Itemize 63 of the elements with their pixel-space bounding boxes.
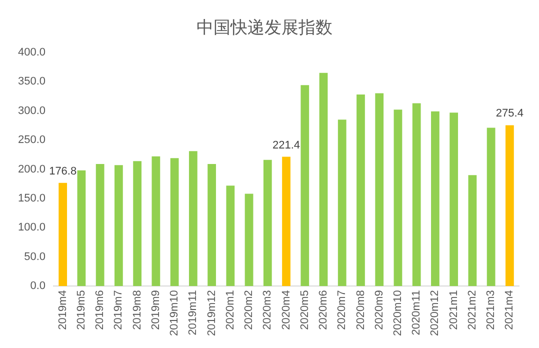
- y-tick-label: 400.0: [18, 46, 46, 58]
- bar: [77, 170, 86, 286]
- x-tick-label: 2020m5: [298, 290, 311, 330]
- y-tick-label: 150.0: [18, 192, 46, 205]
- bar: [263, 160, 272, 286]
- chart-title: 中国快递发展指数: [196, 18, 332, 37]
- bar: [300, 85, 310, 286]
- y-tick-label: 100.0: [18, 222, 46, 234]
- bar: [506, 125, 514, 286]
- bar: [208, 164, 216, 286]
- bar: [188, 151, 198, 286]
- bar: [152, 156, 160, 286]
- x-tick-label: 2019m5: [75, 290, 88, 330]
- y-tick-label: 50.0: [24, 250, 46, 263]
- x-tick-label: 2019m10: [168, 290, 181, 336]
- y-tick-label: 200.0: [18, 163, 46, 176]
- x-tick-label: 2019m6: [94, 290, 106, 330]
- data-label: 176.8: [49, 165, 77, 178]
- bar: [356, 94, 365, 286]
- x-tick-label: 2019m12: [206, 290, 218, 336]
- x-tick-label: 2020m8: [354, 290, 367, 330]
- y-tick-label: 350.0: [18, 76, 46, 88]
- x-tick-label: 2020m9: [373, 290, 386, 330]
- x-tick-label: 2019m4: [56, 290, 69, 330]
- x-tick-label: 2020m3: [262, 290, 274, 330]
- x-tick-label: 2020m12: [429, 290, 442, 336]
- data-label: 275.4: [496, 108, 524, 120]
- y-tick-label: 250.0: [18, 134, 46, 146]
- data-label: 221.4: [272, 139, 300, 152]
- bar: [170, 158, 179, 286]
- bar: [450, 112, 458, 286]
- x-tick-label: 2020m7: [336, 290, 348, 330]
- x-tick-label: 2019m11: [187, 290, 200, 336]
- x-tick-label: 2021m2: [466, 290, 478, 330]
- x-tick-label: 2021m1: [448, 290, 460, 330]
- bar: [58, 182, 68, 286]
- bar: [468, 175, 477, 286]
- x-tick-label: 2020m11: [410, 290, 423, 336]
- x-tick-label: 2020m10: [392, 290, 404, 336]
- x-tick-label: 2019m7: [112, 290, 125, 330]
- x-tick-label: 2019m8: [131, 290, 144, 330]
- x-tick-label: 2020m4: [280, 290, 292, 330]
- bar: [431, 111, 440, 286]
- x-tick-label: 2021m3: [485, 290, 498, 330]
- x-tick-label: 2021m4: [504, 290, 516, 330]
- x-tick-label: 2020m1: [224, 290, 236, 330]
- bar: [486, 128, 496, 286]
- x-tick-label: 2020m2: [243, 290, 256, 330]
- x-tick-label: 2019m9: [150, 290, 162, 330]
- bar: [338, 120, 346, 286]
- bar: [96, 164, 104, 286]
- bar: [114, 165, 123, 286]
- y-tick-label: 0.0: [30, 280, 46, 292]
- bar: [133, 161, 142, 286]
- x-tick-label: 2020m6: [318, 290, 330, 330]
- y-tick-label: 300.0: [18, 104, 46, 117]
- bar: [244, 194, 254, 286]
- bar: [319, 72, 328, 286]
- bar: [282, 156, 290, 286]
- bar: [412, 103, 421, 286]
- bar: [375, 93, 384, 286]
- bar: [394, 110, 402, 286]
- bar: [226, 186, 235, 286]
